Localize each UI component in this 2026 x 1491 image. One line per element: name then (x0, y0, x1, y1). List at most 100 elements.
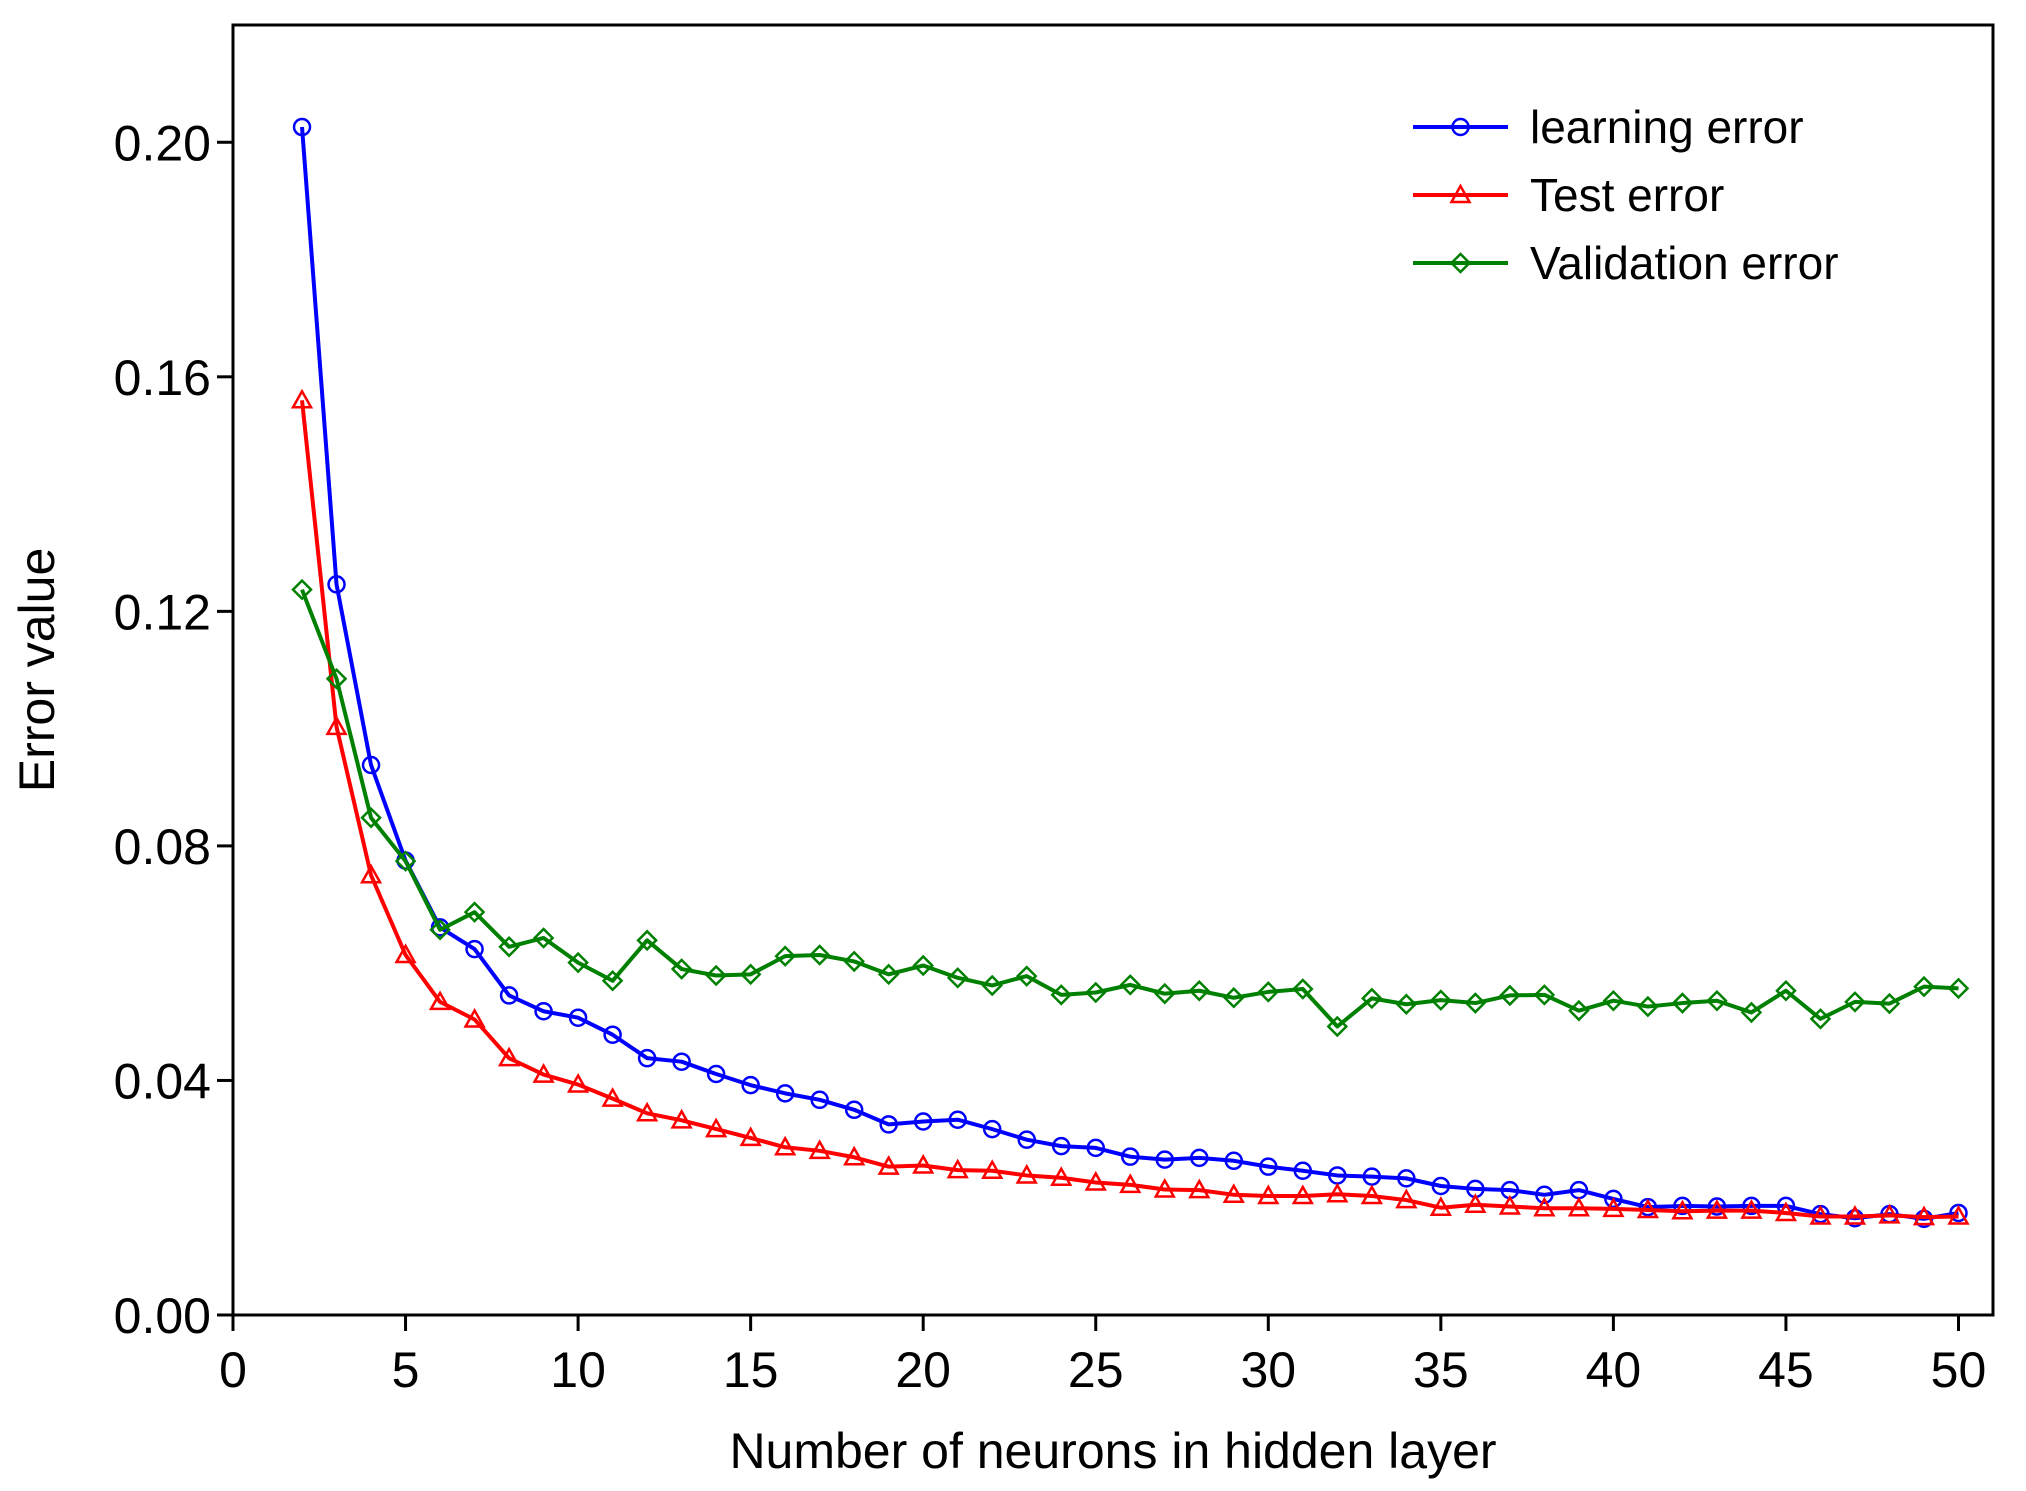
data-point (741, 1075, 760, 1095)
data-point (1188, 1178, 1211, 1199)
y-tick-label: 0.12 (114, 584, 211, 640)
data-point (1084, 1170, 1107, 1191)
data-point (1740, 1199, 1763, 1219)
data-point (603, 1025, 622, 1044)
data-point (808, 944, 831, 966)
data-point (1912, 1205, 1936, 1226)
data-point (670, 1108, 693, 1129)
data-point (843, 1145, 866, 1166)
legend-marker (1449, 252, 1472, 274)
data-point (1257, 1184, 1280, 1205)
x-tick-label: 25 (1068, 1342, 1124, 1398)
data-point (879, 1115, 898, 1134)
x-tick-label: 50 (1931, 1342, 1987, 1398)
data-point (1464, 1193, 1487, 1214)
x-tick-label: 0 (219, 1342, 247, 1398)
data-point (1705, 1199, 1729, 1219)
data-point (532, 1063, 555, 1083)
data-point (1742, 1196, 1761, 1216)
data-point (1673, 1196, 1692, 1216)
data-point (1706, 989, 1728, 1012)
y-axis-title: Error value (9, 548, 65, 793)
data-point (775, 1084, 795, 1103)
data-point (1119, 974, 1142, 996)
data-point (360, 806, 382, 829)
data-point (534, 1002, 553, 1021)
data-point (1602, 1197, 1625, 1218)
data-point (1913, 975, 1935, 998)
data-point (325, 668, 348, 690)
data-point (1015, 965, 1038, 987)
data-point (1775, 979, 1797, 1002)
data-point (844, 1100, 864, 1120)
data-point (739, 963, 762, 986)
data-point (1015, 1163, 1038, 1184)
data-point (1843, 1204, 1867, 1225)
data-point (912, 1153, 935, 1174)
x-tick-label: 30 (1240, 1342, 1296, 1398)
data-point (1395, 993, 1418, 1015)
data-point (1740, 1001, 1763, 1024)
data-point (774, 1135, 797, 1156)
legend-marker (1449, 183, 1472, 204)
data-point (672, 1052, 691, 1071)
data-point (912, 954, 934, 977)
series-layer (290, 117, 1970, 1229)
data-point (1086, 1138, 1105, 1158)
data-point (601, 970, 624, 992)
data-point (428, 990, 452, 1011)
data-point (1224, 1151, 1244, 1171)
plot-area-frame (231, 23, 1995, 1317)
data-point (1809, 1204, 1832, 1225)
data-point (1050, 984, 1073, 1006)
legend: learning error Test error Validation error (1413, 101, 1839, 289)
x-tick-label: 20 (895, 1342, 951, 1398)
data-point (601, 1087, 624, 1107)
data-point (1498, 1194, 1522, 1215)
data-point (948, 1110, 967, 1129)
legend-item: Validation error (1413, 237, 1839, 289)
y-tick-label: 0.20 (114, 115, 211, 171)
data-point (1464, 992, 1487, 1014)
data-point (1119, 1173, 1142, 1194)
data-point (946, 1158, 969, 1179)
x-tick-label: 10 (550, 1342, 606, 1398)
data-point (1257, 981, 1280, 1003)
x-tick-label: 45 (1758, 1342, 1814, 1398)
data-point (981, 974, 1003, 997)
data-point (463, 1007, 486, 1028)
data-point (290, 388, 314, 409)
data-point (394, 943, 417, 964)
data-point (1602, 989, 1625, 1012)
data-point (1499, 984, 1521, 1007)
data-point (1947, 1204, 1970, 1225)
x-tick-label: 35 (1413, 1342, 1469, 1398)
data-point (1568, 999, 1590, 1022)
data-point (359, 863, 383, 884)
series-line (300, 400, 1959, 1220)
data-point (1844, 991, 1866, 1013)
data-point (1395, 1188, 1418, 1209)
legend-label: Test error (1530, 169, 1724, 221)
data-point (292, 117, 312, 137)
data-point (739, 1126, 762, 1147)
y-tick-label: 0.00 (114, 1288, 211, 1344)
data-point (877, 1155, 900, 1175)
y-tick-label: 0.16 (114, 350, 211, 406)
legend-item: Test error (1413, 169, 1724, 221)
data-point (1326, 1015, 1349, 1038)
legend-label: Validation error (1530, 237, 1839, 289)
data-point (1222, 1183, 1245, 1204)
x-axis-title: Number of neurons in hidden layer (729, 1423, 1496, 1479)
data-point (499, 986, 519, 1005)
series-line (300, 126, 1959, 1221)
data-point (1878, 992, 1901, 1015)
data-point (1707, 1197, 1727, 1216)
data-point (637, 1048, 657, 1068)
data-point (1533, 984, 1556, 1006)
data-point (1259, 1157, 1278, 1176)
y-tick-label: 0.08 (114, 819, 211, 875)
legend-marker (1451, 117, 1470, 137)
data-point (635, 1101, 659, 1122)
